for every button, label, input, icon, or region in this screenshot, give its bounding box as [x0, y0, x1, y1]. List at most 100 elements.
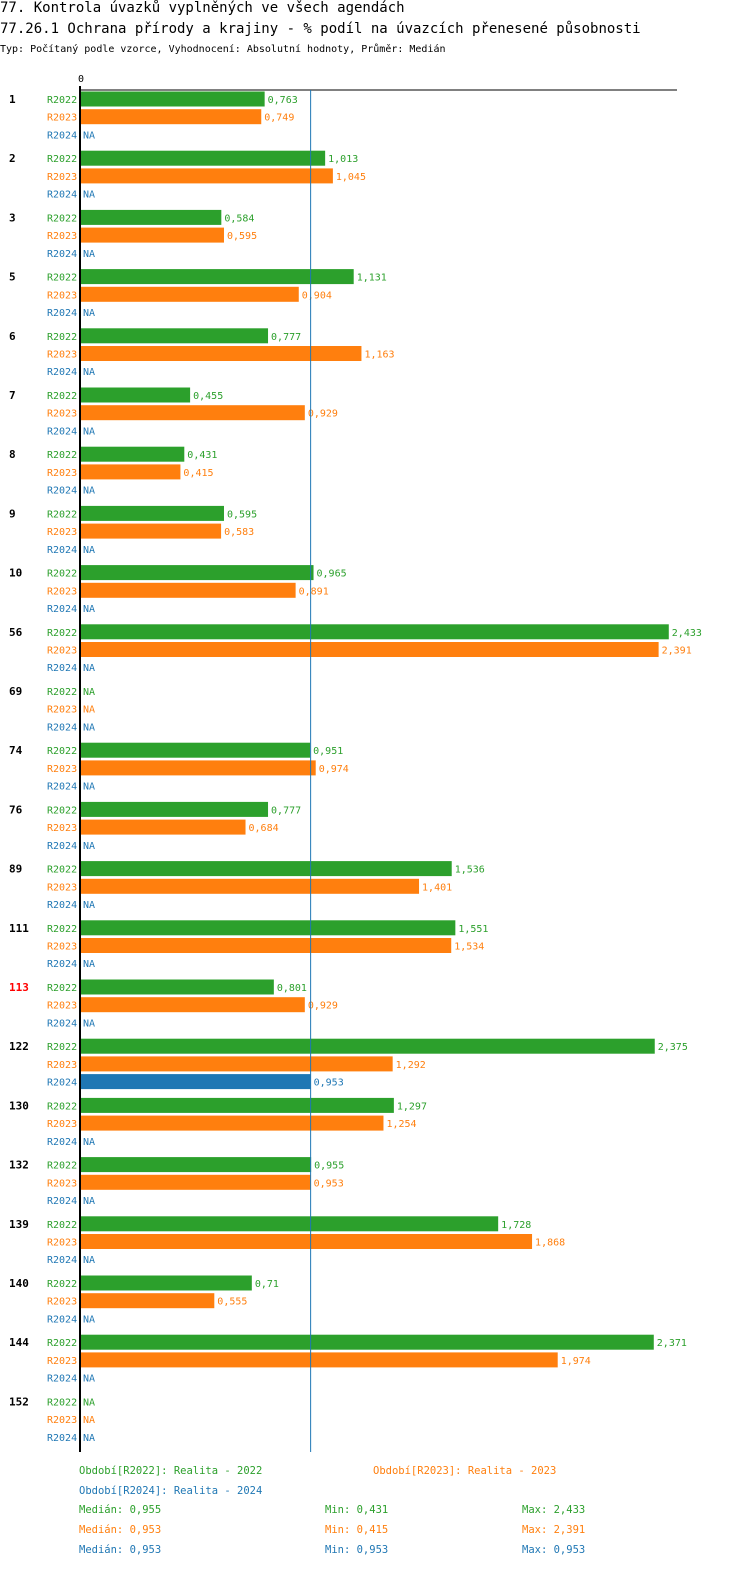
bar-r2024	[80, 1074, 311, 1090]
axis-zero-label: 0	[78, 74, 84, 85]
bar-r2023	[80, 878, 420, 894]
na-label: NA	[83, 900, 95, 911]
bar-value-label: 0,965	[317, 569, 347, 580]
bar-r2023	[80, 997, 305, 1013]
na-label: NA	[83, 1314, 95, 1325]
category-label: 2	[9, 152, 16, 165]
series-row-label: R2022	[47, 865, 77, 876]
category-label: 76	[9, 803, 23, 816]
bar-value-label: 1,254	[386, 1119, 416, 1130]
bar-r2022	[80, 150, 326, 166]
series-row-label: R2022	[47, 1338, 77, 1349]
bar-value-label: 0,684	[249, 823, 279, 834]
bar-value-label: 2,375	[658, 1042, 688, 1053]
series-row-label: R2023	[47, 468, 77, 479]
stat-max-r2023: Max: 2,391	[522, 1524, 586, 1536]
series-row-label: R2022	[47, 391, 77, 402]
bar-value-label: 0,801	[277, 983, 307, 994]
na-label: NA	[83, 249, 95, 260]
bar-value-label: 0,777	[271, 805, 301, 816]
bar-r2022	[80, 505, 224, 521]
bar-value-label: 0,555	[217, 1297, 247, 1308]
stat-median-r2022: Medián: 0,955	[79, 1504, 162, 1516]
series-row-label: R2022	[47, 273, 77, 284]
series-row-label: R2023	[47, 882, 77, 893]
stat-min-r2024: Min: 0,953	[325, 1544, 389, 1556]
series-row-label: R2022	[47, 1042, 77, 1053]
bar-r2023	[80, 1293, 215, 1309]
series-row-label: R2024	[47, 190, 77, 201]
category-label: 69	[9, 685, 22, 698]
bar-value-label: 0,777	[271, 332, 301, 343]
bar-value-label: 0,955	[314, 1161, 344, 1172]
series-row-label: R2022	[47, 95, 77, 106]
bar-r2023	[80, 938, 452, 953]
series-row-label: R2022	[47, 569, 77, 580]
category-label: 113	[9, 981, 29, 994]
series-row-label: R2023	[47, 1356, 77, 1367]
bar-value-label: 1,868	[535, 1238, 565, 1249]
bar-r2023	[80, 464, 181, 480]
bar-value-label: 2,391	[662, 646, 692, 657]
series-row-label: R2024	[47, 604, 77, 615]
bar-value-label: 0,749	[264, 113, 294, 124]
bar-value-label: 1,974	[561, 1356, 591, 1367]
bar-value-label: 0,929	[308, 1001, 338, 1012]
bar-value-label: 0,929	[308, 409, 338, 420]
category-label: 5	[9, 271, 16, 284]
category-label: 74	[9, 744, 23, 757]
na-label: NA	[83, 1415, 95, 1426]
na-label: NA	[83, 486, 95, 497]
na-label: NA	[83, 545, 95, 556]
na-label: NA	[83, 1196, 95, 1207]
na-label: NA	[83, 308, 95, 319]
chart-subtitle: 77.26.1 Ochrana přírody a krajiny - % po…	[0, 21, 641, 37]
series-row-label: R2024	[47, 1078, 77, 1089]
bar-value-label: 0,763	[268, 95, 298, 106]
bar-r2022	[80, 920, 456, 936]
series-row-label: R2024	[47, 959, 77, 970]
na-label: NA	[83, 1397, 95, 1408]
stat-median-r2023: Medián: 0,953	[79, 1524, 162, 1536]
na-label: NA	[83, 604, 95, 615]
bar-r2023	[80, 227, 224, 243]
bar-value-label: 0,951	[313, 746, 343, 757]
bar-r2022	[80, 446, 185, 462]
series-row-label: R2024	[47, 1374, 77, 1385]
series-row-label: R2023	[47, 350, 77, 361]
bar-r2023	[80, 1174, 311, 1190]
series-row-label: R2024	[47, 1196, 77, 1207]
series-row-label: R2023	[47, 1001, 77, 1012]
na-label: NA	[83, 1255, 95, 1266]
series-row-label: R2022	[47, 1279, 77, 1290]
bar-r2023	[80, 1056, 393, 1072]
series-row-label: R2022	[47, 687, 77, 698]
series-row-label: R2023	[47, 823, 77, 834]
na-label: NA	[83, 687, 95, 698]
series-row-label: R2023	[47, 646, 77, 657]
category-label: 132	[9, 1159, 29, 1172]
na-label: NA	[83, 722, 95, 733]
category-label: 3	[9, 211, 16, 224]
series-row-label: R2024	[47, 1314, 77, 1325]
series-row-label: R2024	[47, 722, 77, 733]
series-row-label: R2022	[47, 805, 77, 816]
category-label: 7	[9, 389, 16, 402]
bar-value-label: 0,583	[224, 527, 254, 538]
bar-r2022	[80, 91, 265, 107]
bar-r2023	[80, 760, 316, 776]
series-row-label: R2023	[47, 1178, 77, 1189]
bar-r2022	[80, 387, 191, 403]
bar-value-label: 1,045	[336, 172, 366, 183]
bar-r2022	[80, 269, 354, 285]
bar-r2022	[80, 861, 452, 877]
series-row-label: R2024	[47, 1433, 77, 1444]
bar-value-label: 1,013	[328, 154, 358, 165]
bar-r2022	[80, 565, 314, 581]
bar-value-label: 1,401	[422, 882, 452, 893]
bar-r2022	[80, 1038, 655, 1054]
bar-r2023	[80, 523, 222, 539]
category-label: 111	[9, 922, 29, 935]
bar-chart: 0 1 R2022 0,763 R2023 0,749 R2024 NA 2 R2022 1,013…	[9, 74, 702, 1452]
bar-r2023	[80, 1234, 533, 1249]
